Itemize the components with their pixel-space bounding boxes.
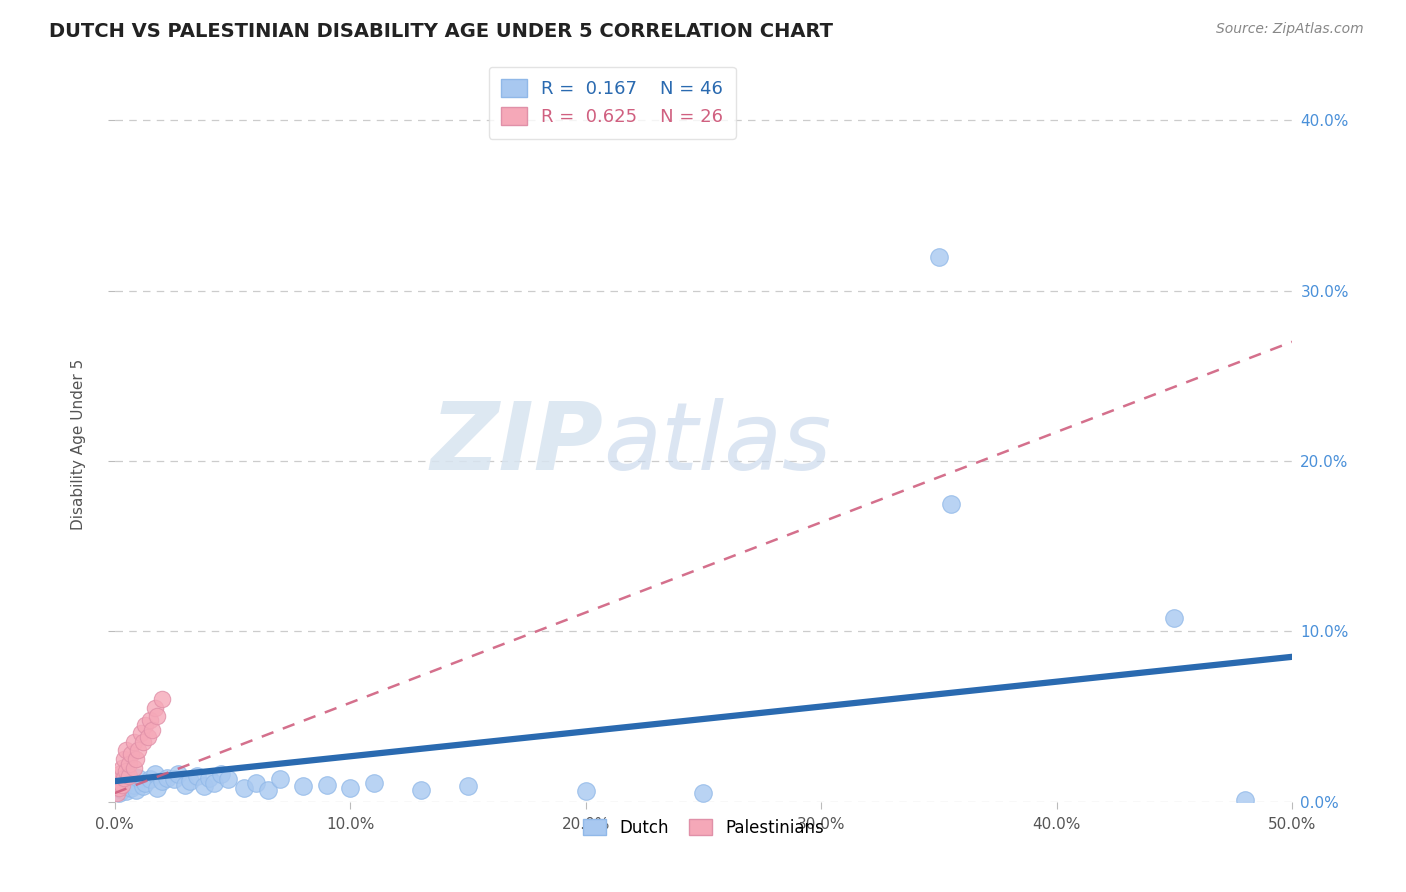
Point	[139, 713, 162, 727]
Point	[129, 726, 152, 740]
Point	[115, 764, 138, 778]
Point	[132, 779, 155, 793]
Text: ZIP: ZIP	[430, 398, 603, 490]
Point	[217, 772, 239, 787]
Point	[457, 779, 479, 793]
Point	[167, 767, 190, 781]
Point	[139, 772, 162, 787]
Point	[292, 779, 315, 793]
Point	[143, 701, 166, 715]
Point	[105, 774, 128, 789]
Point	[692, 786, 714, 800]
Point	[112, 752, 135, 766]
Point	[127, 771, 149, 785]
Point	[122, 760, 145, 774]
Point	[245, 776, 267, 790]
Point	[928, 250, 950, 264]
Point	[112, 771, 135, 785]
Point	[146, 709, 169, 723]
Point	[1163, 610, 1185, 624]
Text: Source: ZipAtlas.com: Source: ZipAtlas.com	[1216, 22, 1364, 37]
Point	[111, 778, 134, 792]
Point	[108, 786, 131, 800]
Point	[115, 784, 138, 798]
Point	[155, 771, 177, 785]
Y-axis label: Disability Age Under 5: Disability Age Under 5	[72, 359, 86, 530]
Text: DUTCH VS PALESTINIAN DISABILITY AGE UNDER 5 CORRELATION CHART: DUTCH VS PALESTINIAN DISABILITY AGE UNDE…	[49, 22, 834, 41]
Point	[120, 780, 142, 795]
Point	[150, 774, 173, 789]
Point	[575, 784, 598, 798]
Point	[256, 782, 278, 797]
Point	[122, 735, 145, 749]
Point	[127, 743, 149, 757]
Point	[134, 718, 156, 732]
Point	[105, 786, 128, 800]
Point	[315, 778, 337, 792]
Point	[269, 772, 291, 787]
Point	[174, 778, 197, 792]
Point	[111, 760, 134, 774]
Point	[122, 778, 145, 792]
Point	[162, 772, 184, 787]
Point	[120, 747, 142, 761]
Point	[233, 780, 256, 795]
Point	[118, 772, 141, 787]
Point	[179, 774, 201, 789]
Point	[125, 782, 148, 797]
Point	[141, 723, 163, 737]
Point	[118, 769, 141, 783]
Point	[136, 730, 159, 744]
Point	[134, 776, 156, 790]
Point	[209, 767, 232, 781]
Point	[409, 782, 432, 797]
Point	[363, 776, 385, 790]
Point	[108, 780, 131, 795]
Point	[150, 692, 173, 706]
Point	[186, 769, 208, 783]
Point	[125, 752, 148, 766]
Text: atlas: atlas	[603, 399, 831, 490]
Point	[939, 497, 962, 511]
Point	[118, 757, 141, 772]
Point	[108, 767, 131, 781]
Legend: Dutch, Palestinians: Dutch, Palestinians	[576, 812, 831, 843]
Point	[108, 778, 131, 792]
Point	[132, 735, 155, 749]
Point	[143, 767, 166, 781]
Point	[202, 776, 225, 790]
Point	[115, 743, 138, 757]
Point	[112, 779, 135, 793]
Point	[193, 779, 215, 793]
Point	[1233, 793, 1256, 807]
Point	[115, 776, 138, 790]
Point	[198, 771, 221, 785]
Point	[339, 780, 361, 795]
Point	[111, 782, 134, 797]
Point	[111, 774, 134, 789]
Point	[105, 780, 128, 795]
Point	[146, 780, 169, 795]
